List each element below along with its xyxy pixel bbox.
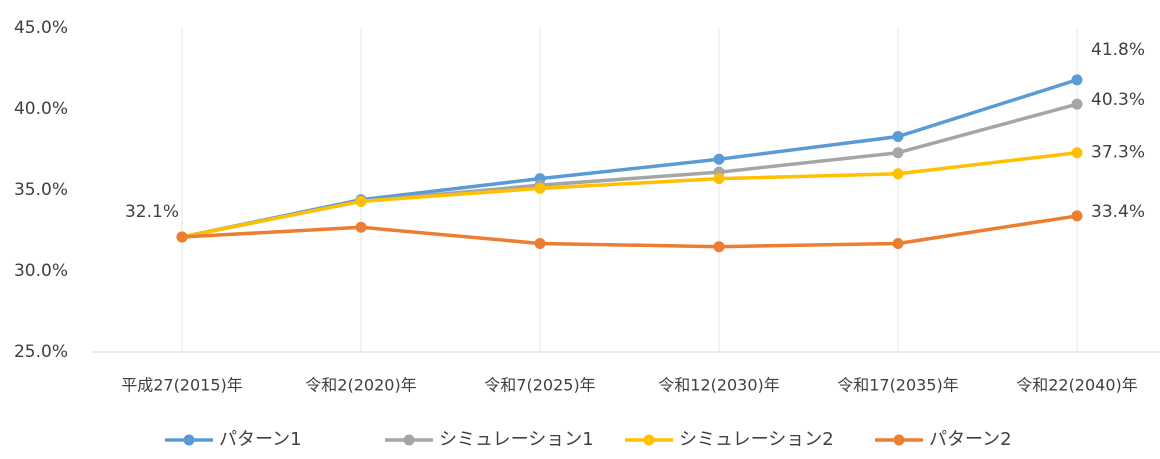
y-tick-label: 40.0% [14, 99, 68, 119]
x-tick-label: 令和22(2040)年 [1016, 376, 1138, 395]
x-tick-label: 令和12(2030)年 [658, 376, 780, 395]
legend-label: シミュレーション1 [439, 429, 594, 450]
x-tick-label: 令和7(2025)年 [484, 376, 595, 395]
data-label: 37.3% [1091, 143, 1145, 163]
series-line [181, 214, 1078, 249]
data-point [1071, 74, 1083, 86]
data-point [892, 237, 904, 249]
data-point [355, 221, 367, 233]
data-point [534, 182, 546, 194]
data-label: 32.1% [125, 202, 179, 222]
data-point [355, 195, 367, 207]
legend-label: シミュレーション2 [679, 429, 834, 450]
y-tick-label: 35.0% [14, 180, 68, 200]
legend-label: パターン1 [219, 429, 302, 450]
data-point [892, 131, 904, 143]
data-label: 41.8% [1091, 40, 1145, 60]
data-point [534, 237, 546, 249]
data-point [1071, 147, 1083, 159]
y-tick-label: 45.0% [14, 18, 68, 38]
data-point [892, 168, 904, 180]
data-point [713, 173, 725, 185]
data-label: 40.3% [1091, 90, 1145, 110]
data-point [1071, 98, 1083, 110]
y-tick-label: 30.0% [14, 261, 68, 281]
series-line [181, 78, 1078, 239]
legend-marker [643, 434, 655, 446]
x-tick-label: 令和2(2020)年 [305, 376, 416, 395]
legend-label: パターン2 [929, 429, 1012, 450]
data-point [892, 147, 904, 159]
data-label: 33.4% [1091, 202, 1145, 222]
data-point [713, 241, 725, 253]
data-point [176, 231, 188, 243]
legend-marker [403, 434, 415, 446]
legend-marker [893, 434, 905, 446]
data-point [1071, 210, 1083, 222]
legend-marker [183, 434, 195, 446]
data-point [713, 153, 725, 165]
series-line [181, 151, 1078, 239]
x-tick-label: 平成27(2015)年 [121, 376, 243, 395]
x-tick-label: 令和17(2035)年 [837, 376, 959, 395]
y-tick-label: 25.0% [14, 342, 68, 362]
